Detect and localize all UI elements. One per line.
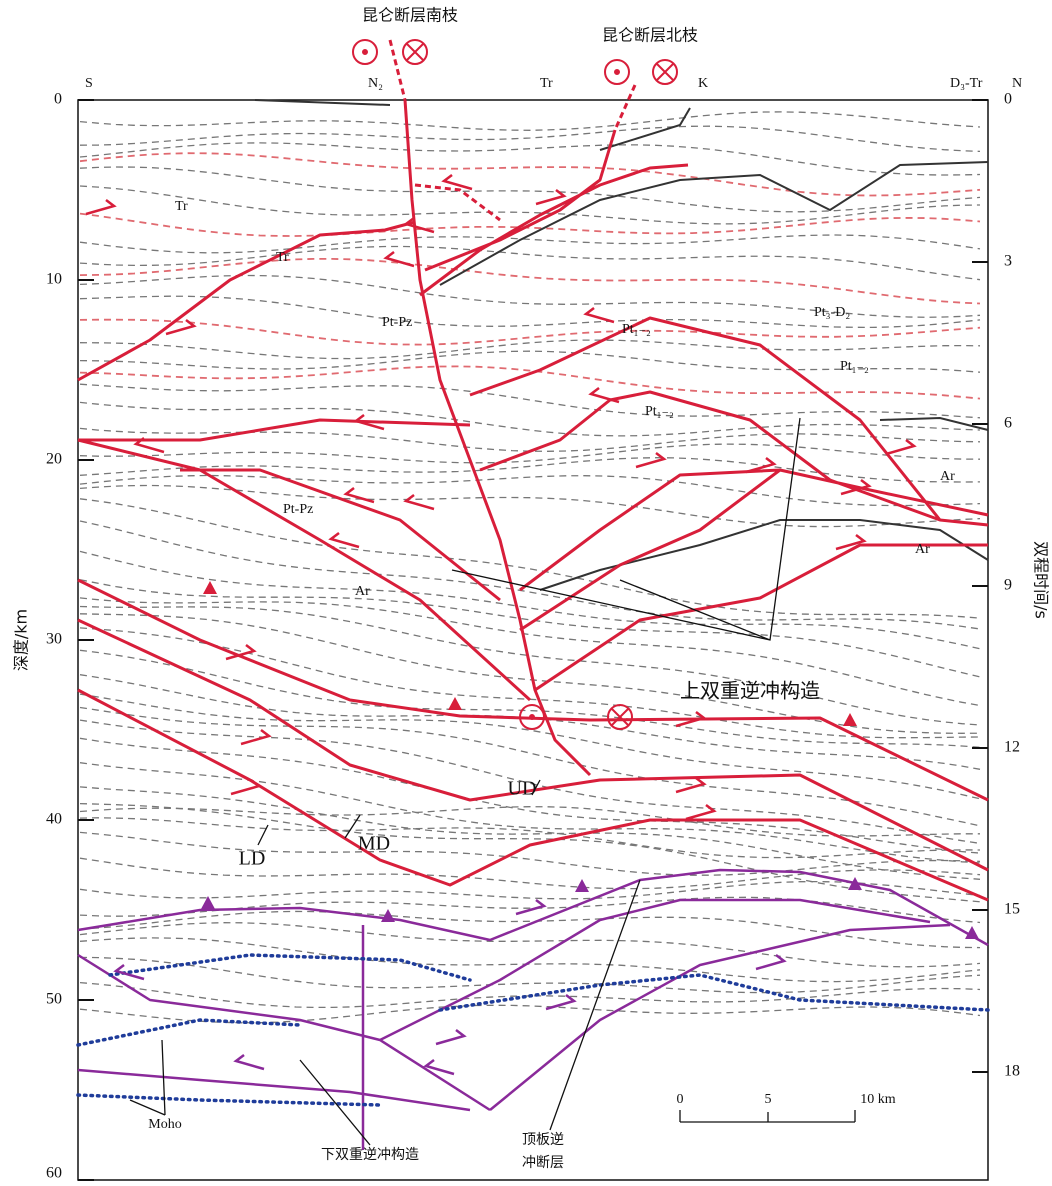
structure-label: LD: [239, 848, 266, 870]
unit-label: Pt₁₋₂: [840, 359, 869, 374]
axis-title: 深度/km: [12, 609, 31, 671]
unit-label: Pt₁₋₂: [622, 322, 651, 337]
tick-label: 30: [46, 631, 62, 648]
reflector: [80, 186, 980, 224]
arrow: [444, 175, 472, 189]
reflector: [80, 428, 980, 451]
tick-label: 0: [1004, 91, 1012, 108]
unit-label: Ar: [355, 584, 370, 599]
scale-label: 10 km: [860, 1092, 896, 1107]
fault: [470, 318, 988, 690]
reflector: [80, 551, 980, 648]
arrow: [231, 780, 259, 794]
tick-label: 9: [1004, 577, 1012, 594]
arrow: [241, 730, 269, 744]
arrow: [331, 533, 359, 547]
reflector: [80, 911, 980, 947]
fault-md: [78, 620, 988, 870]
thrust-tooth: [203, 581, 217, 594]
reflector: [80, 247, 980, 280]
thrust: [78, 870, 988, 1150]
surface-label: Tr: [540, 76, 553, 91]
structure-label: 下双重逆冲构造: [321, 1147, 419, 1163]
surface-label: K: [698, 76, 708, 91]
structure-label: MD: [358, 833, 390, 855]
arrow: [236, 1055, 264, 1069]
unit-label: Pt₃-D₂: [814, 305, 850, 320]
structure-label: 顶板逆: [522, 1132, 564, 1148]
reflector: [80, 340, 980, 359]
fault-label: 昆仑断层北枝: [602, 26, 698, 45]
reflector: [80, 444, 980, 463]
unit-label: Ar: [940, 469, 955, 484]
reflector: [80, 384, 980, 418]
tick-label: 10: [46, 271, 62, 288]
reflector: [80, 143, 980, 175]
arrow: [436, 1030, 464, 1044]
structure-label: 上双重逆冲构造: [680, 679, 820, 703]
moho-line: [78, 955, 988, 1105]
thrust-tooth: [575, 879, 589, 892]
direction-label: S: [85, 76, 93, 91]
unit-label: Pt-Pz: [382, 315, 412, 330]
reflector: [80, 167, 980, 212]
thrust-tooth: [843, 713, 857, 726]
arrow: [406, 495, 434, 509]
reflector: [80, 804, 980, 902]
reflector-lines: [80, 112, 980, 1023]
reflector: [80, 858, 980, 888]
arrow: [591, 388, 619, 402]
tick-label: 60: [46, 1165, 62, 1182]
scale-label: 0: [677, 1092, 684, 1107]
arrow: [586, 308, 614, 322]
unit-label: Pt₁₋₂: [645, 404, 674, 419]
page: {"fault_labels": ["昆仑断层南枝", "昆仑断层北枝"], "…: [0, 0, 1052, 1186]
reflector: [80, 521, 980, 629]
arrow: [836, 535, 864, 549]
unit-label: Pt-Pz: [283, 502, 313, 517]
axis-title: 双程时间/s: [1032, 541, 1051, 619]
structure-label: 冲断层: [522, 1155, 564, 1171]
reflector: [80, 598, 980, 706]
arrow: [886, 440, 914, 454]
unit-label: Ar: [915, 542, 930, 557]
tick-label: 6: [1004, 415, 1012, 432]
direction-label: N: [1012, 76, 1022, 91]
reflector: [80, 787, 980, 879]
reflector: [80, 112, 980, 130]
reflector: [80, 499, 980, 618]
arrow: [86, 200, 114, 214]
unit-label: Tr: [276, 250, 289, 265]
tick-label: 12: [1004, 739, 1020, 756]
fault-ud: [78, 580, 988, 800]
arrow: [386, 252, 414, 266]
tick-label: 15: [1004, 901, 1020, 918]
thrust-tooth: [448, 697, 462, 710]
reflector: [80, 882, 980, 899]
arrow: [516, 900, 544, 914]
structure-label: UD: [508, 778, 537, 800]
scale-bar: [680, 1110, 855, 1122]
surface-label: D₃-Tr: [950, 76, 983, 91]
tick-label: 50: [46, 991, 62, 1008]
tick-label: 3: [1004, 253, 1012, 270]
arrow: [756, 955, 784, 969]
surface-label: N₂: [368, 76, 383, 91]
unit-label: Tr: [175, 199, 188, 214]
tick-label: 0: [54, 91, 62, 108]
arrow: [636, 453, 664, 467]
reflector: [80, 320, 980, 345]
tick-label: 40: [46, 811, 62, 828]
scale-label: 5: [765, 1092, 772, 1107]
slip-symbols: [353, 40, 677, 729]
tick-label: 20: [46, 451, 62, 468]
arrow: [346, 488, 374, 502]
reflector: [80, 675, 980, 770]
fault-label: 昆仑断层南枝: [362, 6, 458, 25]
reflector: [80, 235, 980, 253]
cross-section: 0 5 10 km 昆仑断层南枝 昆仑断层北枝 S N N₂ Tr K D₃-T…: [0, 0, 1052, 1186]
reflector: [80, 153, 980, 195]
tick-label: 18: [1004, 1063, 1020, 1080]
structure-label: Moho: [148, 1117, 181, 1132]
